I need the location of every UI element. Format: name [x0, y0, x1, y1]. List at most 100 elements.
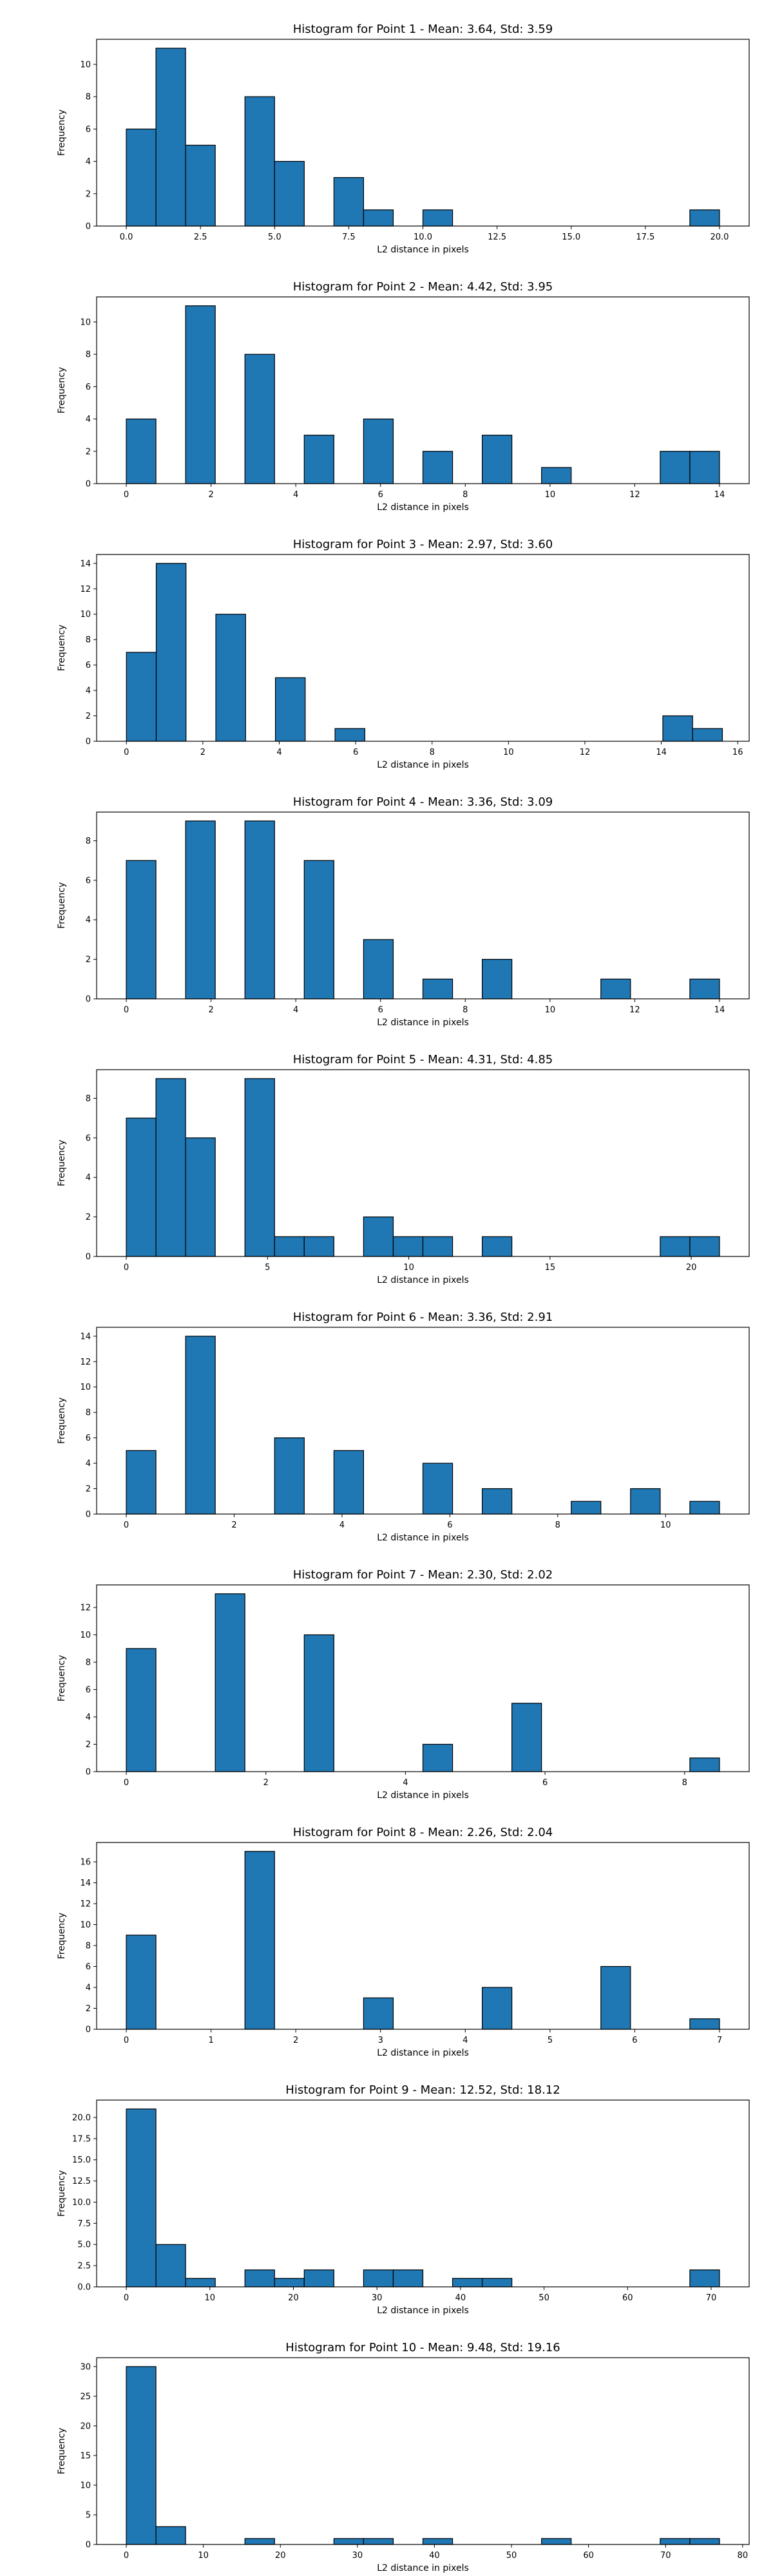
- x-axis-label: L2 distance in pixels: [377, 1275, 469, 1285]
- x-tick-label: 15: [545, 1263, 556, 1273]
- histogram-panel-4: Histogram for Point 4 - Mean: 3.36, Std:…: [57, 795, 750, 1028]
- y-tick-label: 8: [86, 93, 91, 102]
- histogram-panel-3: Histogram for Point 3 - Mean: 2.97, Std:…: [57, 538, 750, 770]
- y-tick-label: 5.0: [77, 2240, 91, 2250]
- x-tick-label: 0: [124, 2551, 129, 2561]
- histogram-bar: [692, 728, 723, 742]
- y-tick-label: 12: [80, 1358, 91, 1367]
- histogram-bar: [660, 1236, 691, 1257]
- y-tick-label: 4: [86, 1984, 91, 1993]
- x-tick-label: 0: [124, 748, 129, 757]
- x-tick-label: 8: [463, 1005, 468, 1015]
- y-tick-label: 14: [80, 1879, 91, 1888]
- x-tick-label: 2: [293, 2036, 298, 2045]
- x-tick-label: 4: [463, 2036, 468, 2045]
- histogram-bar: [126, 1648, 157, 1772]
- histogram-bar: [334, 728, 365, 742]
- chart-title: Histogram for Point 8 - Mean: 2.26, Std:…: [293, 1826, 553, 1839]
- x-tick-label: 2: [263, 1778, 269, 1788]
- x-tick-label: 40: [429, 2551, 440, 2561]
- x-tick-label: 6: [378, 490, 383, 500]
- histogram-bar: [155, 2244, 186, 2287]
- chart-title: Histogram for Point 2 - Mean: 4.42, Std:…: [293, 280, 553, 294]
- y-tick-label: 0: [86, 737, 91, 747]
- histogram-panel-6: Histogram for Point 6 - Mean: 3.36, Std:…: [57, 1311, 750, 1543]
- chart-title: Histogram for Point 6 - Mean: 3.36, Std:…: [293, 1311, 553, 1324]
- histogram-panel-1: Histogram for Point 1 - Mean: 3.64, Std:…: [57, 23, 750, 255]
- histogram-bar: [422, 978, 453, 999]
- y-axis-label: Frequency: [57, 367, 67, 413]
- x-tick-label: 0: [124, 1520, 129, 1530]
- y-tick-label: 12: [80, 585, 91, 594]
- y-tick-label: 14: [80, 559, 91, 569]
- y-tick-label: 4: [86, 1173, 91, 1183]
- x-tick-label: 2: [208, 490, 213, 500]
- histogram-bar: [363, 1217, 394, 1257]
- x-tick-label: 3: [378, 2036, 383, 2045]
- axes-frame: [96, 811, 750, 999]
- histogram-bar: [244, 96, 275, 227]
- histogram-bar: [689, 1236, 720, 1257]
- histogram-bar: [126, 1935, 157, 2030]
- y-tick-label: 10: [80, 60, 91, 70]
- histogram-bar: [689, 978, 720, 999]
- histogram-bar: [689, 1757, 720, 1772]
- histogram-bar: [155, 563, 187, 742]
- x-tick-label: 0: [124, 1005, 129, 1015]
- chart-title: Histogram for Point 7 - Mean: 2.30, Std:…: [293, 1568, 553, 1582]
- y-tick-label: 16: [80, 1858, 91, 1868]
- histogram-bar: [274, 160, 305, 227]
- y-tick-label: 10: [80, 1920, 91, 1930]
- histogram-bar: [126, 418, 157, 484]
- x-tick-label: 6: [542, 1778, 548, 1788]
- x-axis-label: L2 distance in pixels: [377, 760, 469, 770]
- y-axis-label: Frequency: [57, 625, 67, 671]
- x-tick-label: 0.0: [120, 232, 133, 242]
- histogram-bar: [363, 2538, 394, 2545]
- histogram-bar: [215, 1593, 245, 1772]
- histogram-bar: [244, 2538, 275, 2545]
- x-tick-label: 14: [714, 1005, 725, 1015]
- histogram-bar: [660, 2538, 691, 2545]
- y-tick-label: 2: [86, 1740, 91, 1750]
- y-tick-label: 0: [86, 222, 91, 232]
- x-tick-label: 8: [430, 748, 435, 757]
- histogram-bar: [155, 1078, 186, 1257]
- histogram-bar: [363, 418, 394, 484]
- x-tick-label: 8: [555, 1520, 560, 1530]
- x-axis-label: L2 distance in pixels: [377, 2563, 469, 2573]
- histogram-bar: [185, 1336, 216, 1515]
- x-tick-label: 6: [353, 748, 358, 757]
- chart-title: Histogram for Point 3 - Mean: 2.97, Std:…: [293, 538, 553, 551]
- y-tick-label: 12: [80, 1604, 91, 1613]
- histogram-bar: [511, 1703, 542, 1772]
- histogram-bar: [244, 1078, 275, 1257]
- x-tick-label: 14: [714, 490, 725, 500]
- y-tick-label: 8: [86, 1658, 91, 1668]
- y-tick-label: 4: [86, 687, 91, 696]
- x-axis-label: L2 distance in pixels: [377, 1533, 469, 1543]
- y-tick-label: 8: [86, 1408, 91, 1418]
- histogram-bar: [422, 209, 453, 227]
- histogram-bar: [541, 467, 572, 484]
- histogram-bar: [303, 2269, 334, 2287]
- x-axis-label: L2 distance in pixels: [377, 2306, 469, 2316]
- x-tick-label: 0: [124, 1263, 129, 1273]
- x-tick-label: 16: [732, 748, 743, 757]
- y-tick-label: 6: [86, 1685, 91, 1695]
- x-axis-label: L2 distance in pixels: [377, 1790, 469, 1801]
- x-axis-label: L2 distance in pixels: [377, 502, 469, 513]
- histogram-panel-2: Histogram for Point 2 - Mean: 4.42, Std:…: [57, 280, 750, 513]
- y-tick-label: 0: [86, 480, 91, 489]
- x-tick-label: 14: [656, 748, 667, 757]
- histogram-bar: [422, 451, 453, 484]
- x-tick-label: 10.0: [414, 232, 432, 242]
- x-tick-label: 4: [276, 748, 282, 757]
- histogram-panel-9: Histogram for Point 9 - Mean: 12.52, Std…: [57, 2083, 750, 2316]
- y-tick-label: 4: [86, 916, 91, 925]
- x-tick-label: 10: [503, 748, 514, 757]
- y-tick-label: 6: [86, 125, 91, 135]
- y-tick-label: 8: [86, 636, 91, 645]
- histogram-bar: [303, 435, 334, 484]
- histogram-bar: [303, 1634, 334, 1772]
